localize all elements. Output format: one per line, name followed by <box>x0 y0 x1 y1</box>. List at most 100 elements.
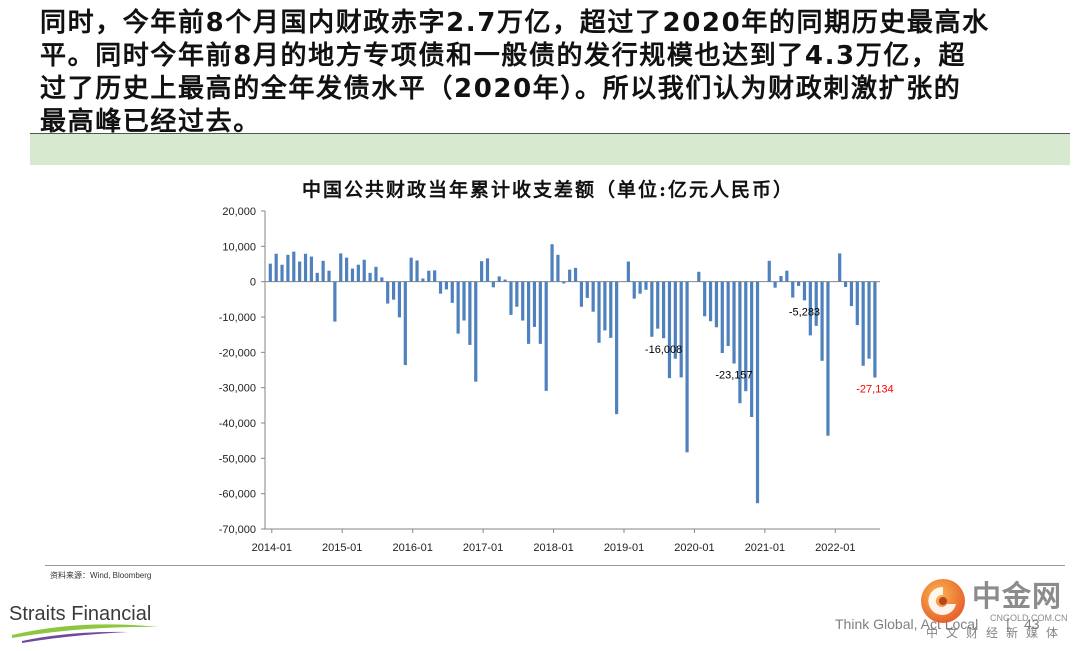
watermark-brand: 中金网 <box>972 579 1063 613</box>
x-tick-label: 2014-01 <box>252 542 292 554</box>
bar <box>556 254 560 282</box>
bar <box>339 253 343 282</box>
bar <box>391 281 396 300</box>
bar <box>738 281 742 404</box>
bar <box>650 281 654 337</box>
bar <box>503 279 507 282</box>
bar <box>679 281 683 378</box>
bar <box>638 281 642 294</box>
bar <box>386 281 390 304</box>
bar <box>591 281 595 312</box>
bar <box>474 281 478 382</box>
data-label: -5,283 <box>789 306 820 318</box>
intro-line-3: 过了历史上最高的全年发债水平（2020年）。所以我们认为财政刺激扩张的 <box>40 74 962 104</box>
x-tick-label: 2016-01 <box>392 542 432 554</box>
bar <box>362 259 366 282</box>
bar <box>726 281 730 346</box>
bar <box>497 276 501 282</box>
x-axis-ticks: 2014-01 2015-01 2016-01 2017-01 2018-01 2019-… <box>252 529 856 554</box>
y-tick-label: -20,000 <box>219 347 256 359</box>
bar <box>843 281 848 287</box>
bar <box>826 281 830 436</box>
bar <box>315 272 319 282</box>
bar <box>403 281 407 366</box>
bar <box>468 281 472 345</box>
bar <box>603 281 607 331</box>
bar <box>791 281 795 298</box>
bar <box>873 281 877 378</box>
bar <box>838 253 842 282</box>
bar <box>644 281 648 290</box>
bar <box>808 281 812 336</box>
source-note: 资料来源：Wind, Bloomberg <box>50 571 152 580</box>
x-tick-label: 2022-01 <box>815 542 855 554</box>
bar <box>550 244 554 282</box>
bar <box>720 281 724 354</box>
source-divider <box>45 565 1065 566</box>
bar <box>427 270 431 282</box>
x-tick-label: 2019-01 <box>604 542 644 554</box>
header-divider <box>30 133 1070 134</box>
bar <box>509 281 513 315</box>
bar <box>667 281 672 379</box>
bar <box>661 281 666 339</box>
intro-paragraph: 同时，今年前8个月国内财政赤字2.7万亿，超过了2020年的同期历史最高水 平。… <box>40 7 1065 139</box>
bar <box>462 281 466 321</box>
bar <box>597 281 601 343</box>
swoosh-logo-icon <box>12 624 158 643</box>
x-tick-label: 2018-01 <box>533 542 573 554</box>
intro-line-1: 同时，今年前8个月国内财政赤字2.7万亿，超过了2020年的同期历史最高水 <box>40 8 990 38</box>
x-tick-label: 2020-01 <box>674 542 714 554</box>
bar <box>797 281 801 286</box>
bar <box>585 281 589 298</box>
x-tick-label: 2017-01 <box>463 542 503 554</box>
y-tick-label: -60,000 <box>219 489 256 501</box>
bar <box>374 266 378 282</box>
bar <box>415 260 419 282</box>
bar <box>480 261 484 282</box>
bar <box>368 272 372 282</box>
y-tick-label: -70,000 <box>219 524 256 536</box>
bar <box>274 253 278 282</box>
chart-title: 中国公共财政当年累计收支差额（单位:亿元人民币） <box>302 178 794 201</box>
bar <box>615 281 619 415</box>
bar <box>309 256 313 282</box>
bar <box>380 277 384 282</box>
bar <box>755 281 760 504</box>
intro-line-4: 最高峰已经过去。 <box>40 107 261 137</box>
y-tick-label: -10,000 <box>219 312 256 324</box>
bar <box>485 258 490 282</box>
bar <box>773 281 777 288</box>
bar <box>538 281 542 344</box>
bar <box>703 281 707 317</box>
page-number: 43 <box>1024 616 1040 632</box>
bar <box>444 281 448 290</box>
bar <box>321 260 325 282</box>
bar <box>544 281 548 391</box>
x-tick-label: 2021-01 <box>745 542 785 554</box>
bar <box>333 281 337 322</box>
bar <box>491 281 495 288</box>
y-tick-label: 10,000 <box>222 241 256 253</box>
bar <box>779 276 783 282</box>
bar <box>609 281 613 338</box>
bar <box>685 281 689 453</box>
bar <box>327 270 331 282</box>
bar <box>350 268 355 282</box>
bar <box>421 278 425 282</box>
bar <box>450 281 454 303</box>
bar <box>802 281 807 301</box>
company-logo-text: Straits Financial <box>9 603 152 625</box>
bar <box>820 281 824 361</box>
data-label: -23,157 <box>715 369 752 381</box>
data-label: -27,134 <box>856 384 893 396</box>
bar <box>579 281 584 307</box>
y-tick-label: 20,000 <box>222 206 256 218</box>
bar <box>292 251 296 282</box>
bar <box>785 270 789 282</box>
bar <box>849 281 854 307</box>
bar <box>562 281 566 284</box>
bar <box>697 271 701 282</box>
